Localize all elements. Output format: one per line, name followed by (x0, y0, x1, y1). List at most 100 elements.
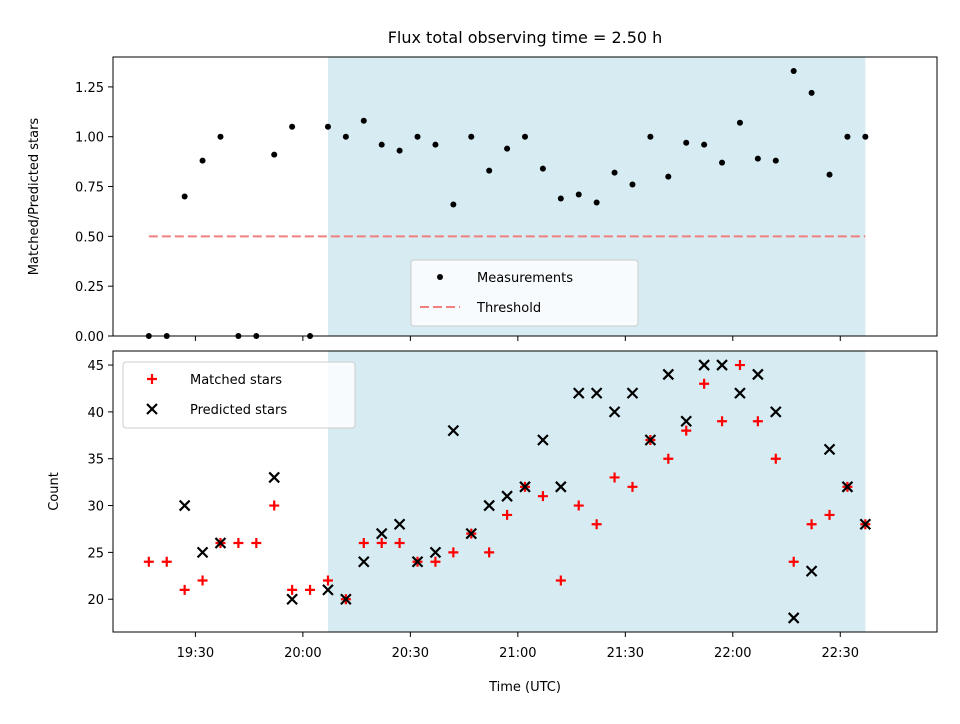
x-tick-label: 22:00 (714, 646, 751, 661)
measurement-point (199, 157, 206, 164)
predicted-star-point (465, 527, 478, 540)
x-axis-label: Time (UTC) (488, 680, 561, 695)
matched-star-point (609, 472, 620, 483)
matched-star-point (233, 538, 244, 549)
predicted-star-point (178, 499, 191, 512)
predicted-star-point (841, 481, 854, 493)
matched-star-point (502, 509, 513, 520)
matched-star-point (394, 538, 405, 549)
predicted-star-point (572, 387, 585, 399)
predicted-star-point (626, 387, 639, 399)
predicted-star-point (680, 415, 692, 428)
predicted-star-point (859, 518, 872, 531)
matched-star-point (555, 575, 566, 586)
y-tick-label: 0.25 (75, 280, 104, 295)
legend: Measurements Threshold (410, 259, 639, 327)
measurement-point (539, 165, 546, 172)
measurement-point (378, 141, 385, 148)
predicted-star-point (358, 555, 370, 568)
matched-star-point (717, 416, 728, 427)
measurement-point (719, 159, 726, 166)
legend-predicted-marker (146, 403, 158, 415)
y-tick-label: 0.50 (75, 230, 104, 245)
x-tick-label: 21:00 (499, 646, 536, 661)
y-tick-label: 25 (87, 546, 104, 561)
matched-star-point (770, 453, 781, 464)
y-axis-label: Count (47, 472, 62, 511)
measurement-point (557, 195, 564, 202)
matched-star-point (537, 491, 548, 502)
bottom-panel: 20 25 30 35 40 45 19:30 20:00 20:30 21:00 21:30 22:… (47, 350, 938, 695)
measurement-point (665, 173, 672, 180)
legend-matched-marker (147, 374, 157, 384)
predicted-star-point (644, 434, 657, 446)
matched-star-point (627, 481, 638, 492)
y-tick-label: 1.25 (75, 81, 104, 96)
matched-star-point (663, 453, 674, 464)
matched-star-point (699, 378, 710, 389)
measurement-point (324, 123, 331, 130)
predicted-star-point (429, 546, 442, 559)
matched-star-point (806, 519, 817, 530)
predicted-star-point (268, 471, 280, 484)
x-tick-label: 19:30 (177, 646, 214, 661)
matched-star-point (161, 556, 172, 567)
predicted-star-point (286, 593, 298, 605)
y-tick-label: 30 (87, 500, 104, 515)
predicted-star-point (770, 406, 782, 418)
measurement-point (181, 193, 188, 200)
predicted-star-point (483, 499, 495, 512)
matched-star-point (824, 509, 835, 520)
predicted-star-point (214, 537, 227, 549)
matched-star-point (591, 519, 602, 530)
measurement-point (808, 89, 815, 96)
predicted-star-point (196, 546, 209, 559)
legend-label: Threshold (476, 301, 541, 316)
measurement-point (289, 123, 296, 130)
legend-label: Matched stars (190, 373, 282, 388)
matched-star-point (681, 425, 692, 436)
matched-star-point (734, 360, 745, 371)
predicted-star-point (501, 490, 513, 502)
matched-star-point (269, 500, 280, 511)
measurement-point (629, 181, 636, 188)
measurement-point (844, 133, 851, 140)
matched-star-point (179, 584, 190, 595)
measurement-point (826, 171, 833, 178)
x-tick-label: 20:00 (284, 646, 321, 661)
predicted-star-point (322, 584, 334, 596)
matched-star-point (430, 556, 441, 567)
matched-star-point (376, 538, 387, 549)
measurement-point (504, 145, 511, 152)
matched-star-point (484, 547, 495, 558)
matched-star-point (573, 500, 584, 511)
predicted-star-point (716, 359, 728, 371)
measurement-point (217, 133, 224, 140)
legend-label: Measurements (477, 271, 573, 286)
y-tick-label: 45 (87, 359, 104, 374)
predicted-star-point (519, 481, 531, 493)
legend-measurement-marker (437, 274, 443, 280)
matched-star-point (143, 556, 154, 567)
plot-frame (112, 56, 938, 337)
measurement-point (468, 133, 475, 140)
matched-star-point (752, 416, 763, 427)
top-panel: 0.00 0.25 0.50 0.75 1.00 1.25 Matched/Predicte… (27, 56, 938, 345)
measurement-point (414, 133, 421, 140)
predicted-star-point (662, 368, 675, 381)
predicted-star-point (787, 612, 800, 624)
matched-star-point (358, 538, 369, 549)
y-tick-label: 40 (87, 406, 104, 421)
y-axis-label: Matched/Predicted stars (27, 118, 42, 276)
measurement-point (575, 191, 582, 198)
predicted-star-point (411, 555, 424, 568)
figure-title: Flux total observing time = 2.50 h (388, 28, 663, 47)
predicted-star-point (447, 424, 460, 437)
x-tick-label: 21:30 (607, 646, 644, 661)
predicted-star-point (823, 443, 836, 456)
measurement-point (486, 167, 493, 174)
measurement-point (271, 151, 278, 158)
y-tick-label: 35 (87, 453, 104, 468)
measurement-point (450, 201, 457, 208)
